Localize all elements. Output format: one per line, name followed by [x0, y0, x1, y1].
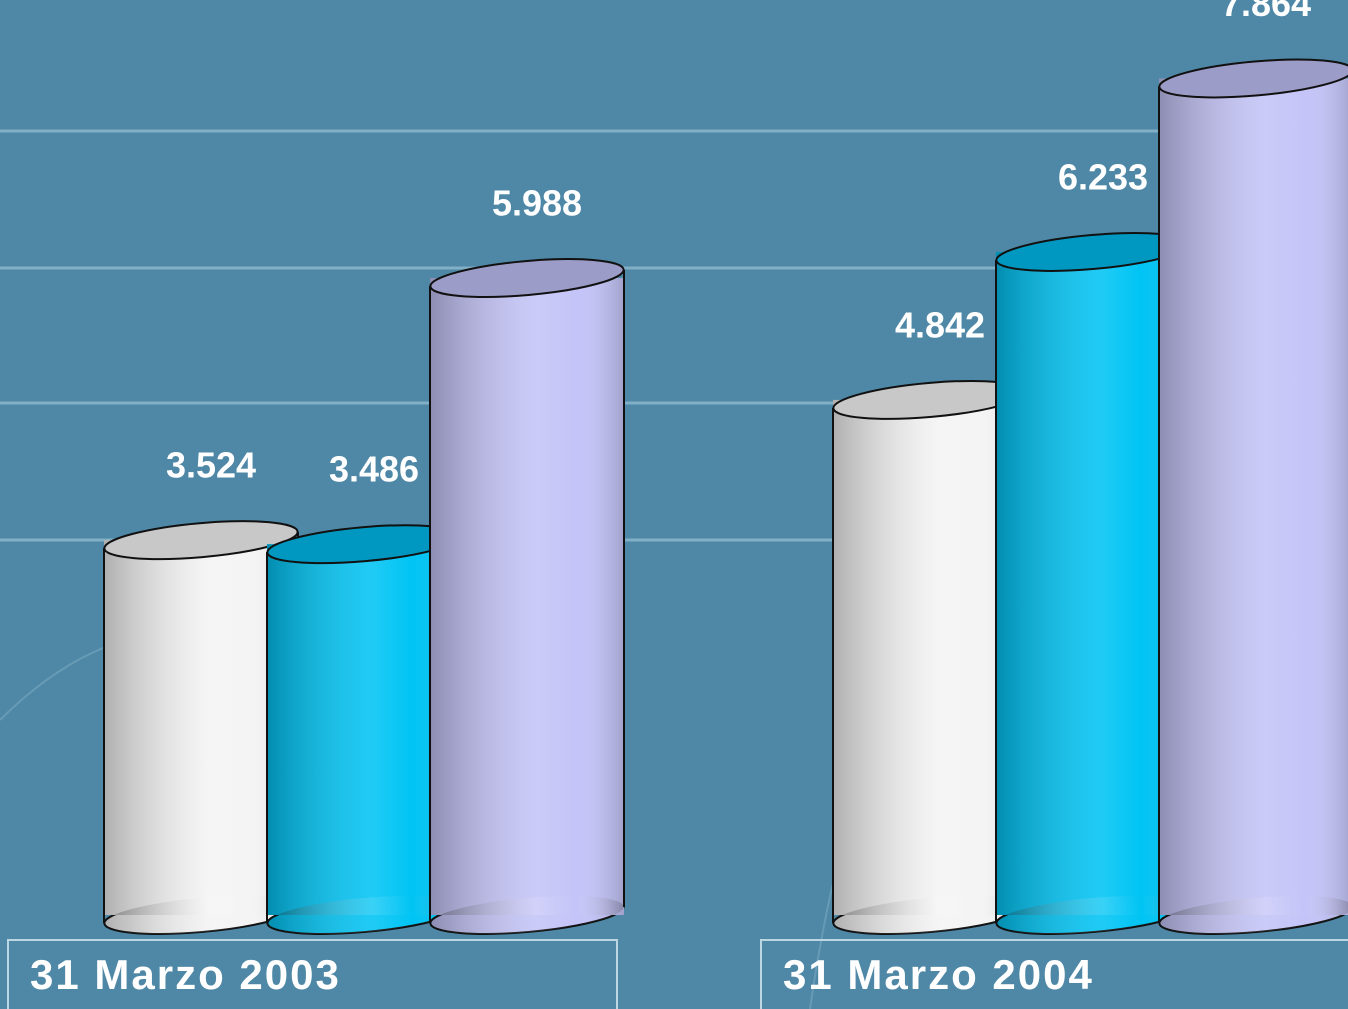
value-label: 3.524 — [166, 445, 256, 486]
value-label: 5.988 — [492, 183, 582, 224]
bar — [429, 258, 625, 935]
bar-top — [103, 520, 299, 561]
bar-top — [429, 258, 625, 298]
value-label: 3.486 — [329, 449, 419, 490]
bar-shade — [996, 251, 1190, 916]
value-label: 7.864 — [1221, 0, 1311, 24]
bar — [266, 524, 462, 935]
bar — [103, 520, 299, 935]
bar-shade — [267, 544, 461, 915]
bars — [103, 58, 1348, 935]
category-box — [7, 939, 618, 1009]
bar-shade — [1159, 78, 1348, 916]
value-label: 4.842 — [895, 304, 985, 345]
bar-shade — [104, 540, 298, 915]
bar — [1158, 58, 1348, 935]
category-label: 31 Marzo 2003 — [30, 951, 341, 998]
bar-shade — [430, 278, 624, 915]
bar — [832, 380, 1028, 935]
bar-top — [1158, 58, 1348, 99]
bar — [995, 232, 1191, 935]
bar-shade — [833, 399, 1027, 915]
value-label: 6.233 — [1058, 156, 1148, 197]
category-box — [760, 939, 1348, 1009]
category-label: 31 Marzo 2004 — [783, 951, 1094, 998]
